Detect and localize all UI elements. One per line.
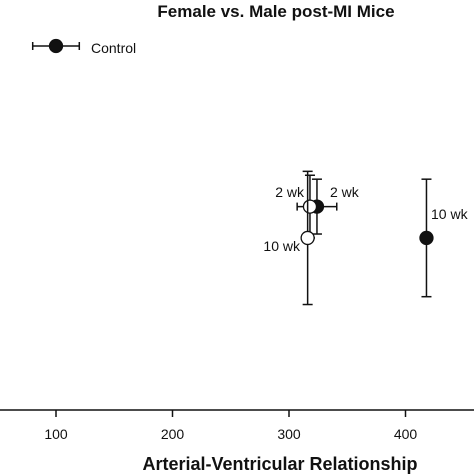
x-tick-label: 200 (161, 426, 185, 442)
filled-data-point (48, 38, 64, 54)
x-tick-label: 400 (394, 426, 418, 442)
x-tick-label: 100 (44, 426, 68, 442)
point-annotation: 2 wk (330, 184, 360, 200)
open-data-point (300, 230, 315, 246)
point-annotation: Control (91, 40, 136, 56)
point-annotation: 10 wk (263, 238, 301, 254)
x-tick-label: 300 (277, 426, 301, 442)
x-axis-label: Arterial-Ventricular Relationship (142, 454, 417, 474)
x-axis-ticks: 100 200 300 400 (44, 410, 417, 442)
point-annotation: 2 wk (275, 184, 305, 200)
chart-title: Female vs. Male post-MI Mice (157, 2, 394, 21)
data-points (31, 38, 434, 306)
open-data-point (302, 199, 318, 214)
point-annotations: Control 2 wk 2 wk 10 wk 10 wk (91, 40, 469, 254)
point-annotation: 10 wk (431, 206, 469, 222)
filled-data-point (419, 230, 434, 246)
